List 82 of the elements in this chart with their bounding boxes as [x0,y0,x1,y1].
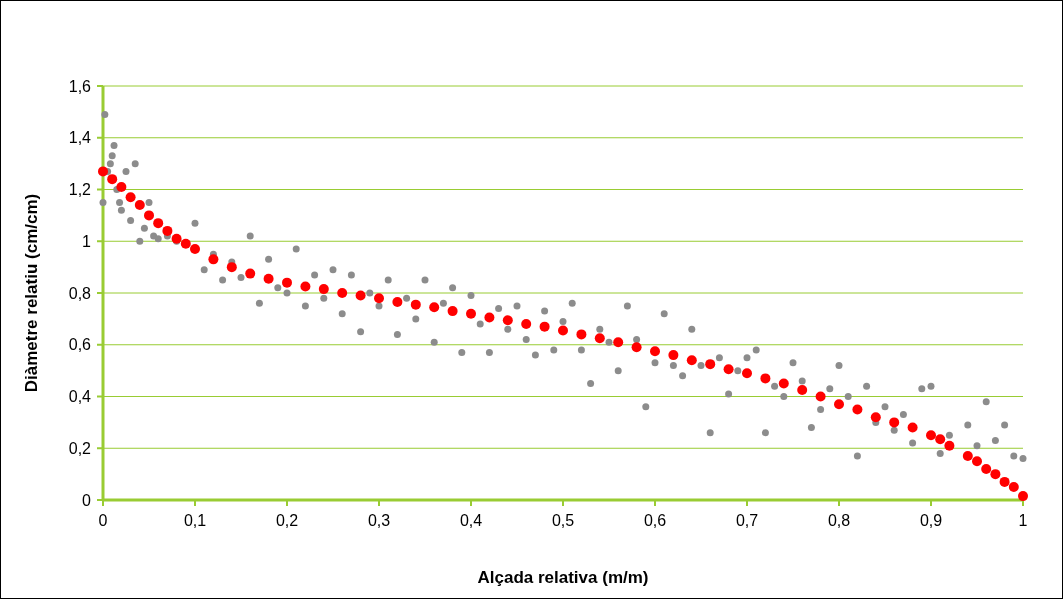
point [1008,482,1019,493]
point [355,290,366,301]
point [125,192,136,203]
point [935,434,946,445]
point [778,378,789,389]
point [962,451,973,462]
point [613,337,624,348]
point [760,373,771,384]
point [852,404,863,415]
x-tick-label: 0,5 [551,512,575,529]
point [539,321,550,332]
x-tick-label: 0,2 [275,512,299,529]
point [98,166,108,177]
x-tick-label: 0 [98,512,108,529]
point [944,440,955,451]
point [723,364,734,375]
x-tick-label: 0,3 [367,512,391,529]
y-tick-label: 0 [82,491,92,509]
point [705,359,716,370]
y-tick-label: 1,6 [68,77,92,95]
x-tick-label: 0,7 [735,512,759,529]
point [558,325,568,336]
point [576,329,587,340]
point [447,306,458,317]
point [668,350,679,361]
point [153,218,164,229]
point [990,469,1001,480]
point [226,262,237,273]
y-tick-label: 1,4 [68,129,92,147]
point [742,368,752,379]
x-tick-label: 1 [1018,512,1028,529]
point [926,430,936,441]
point [263,273,274,284]
point [594,333,605,344]
point [797,385,808,396]
point [981,463,992,474]
point [870,412,881,423]
point [999,476,1010,487]
point [162,225,173,236]
point [972,456,982,467]
point [410,299,421,310]
point [282,277,292,288]
point [245,268,256,279]
point [889,417,900,428]
y-axis-title: Diàmetre relatiu (cm/cm) [22,193,41,393]
point [208,254,219,265]
x-tick-label: 0,1 [183,512,207,529]
point [190,244,200,255]
point [144,210,154,221]
y-tick-label: 1 [82,232,92,250]
point [171,233,182,244]
point [502,315,513,326]
x-axis-title: Alçada relativa (m/m) [477,568,649,587]
y-tick-label: 1,2 [68,181,92,199]
point [686,355,697,366]
point [300,281,311,292]
point [374,293,384,304]
y-tick-label: 0,8 [68,284,92,302]
point [107,174,118,185]
point [815,391,826,402]
point [834,399,844,410]
point [429,302,440,313]
point [392,297,403,308]
point [521,319,532,330]
x-tick-label: 0,8 [827,512,851,529]
point [116,181,127,192]
x-tick-label: 0,9 [919,512,943,529]
point [650,346,660,357]
point [134,200,145,211]
x-tick-label: 0,6 [643,512,667,529]
point [466,308,476,319]
y-tick-label: 0,2 [68,439,92,457]
y-tick-label: 0,6 [68,336,92,354]
point [180,238,191,249]
point [907,422,918,433]
point [318,284,329,295]
point [484,312,495,323]
point [337,288,348,298]
y-tick-label: 0,4 [68,388,92,406]
point [1018,491,1028,502]
point [631,342,642,353]
x-tick-label: 0,4 [459,512,483,529]
